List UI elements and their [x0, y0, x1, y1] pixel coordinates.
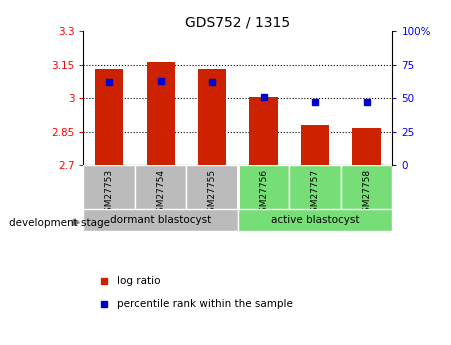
- Text: GSM27754: GSM27754: [156, 169, 165, 218]
- Text: active blastocyst: active blastocyst: [271, 215, 359, 225]
- Text: GSM27758: GSM27758: [362, 169, 371, 218]
- Bar: [147, 62, 175, 165]
- Text: GSM27757: GSM27757: [311, 169, 320, 218]
- Bar: [186, 165, 238, 209]
- Text: percentile rank within the sample: percentile rank within the sample: [117, 299, 293, 308]
- Text: GSM27755: GSM27755: [207, 169, 216, 218]
- Bar: [341, 165, 392, 209]
- Bar: [238, 209, 392, 231]
- Title: GDS752 / 1315: GDS752 / 1315: [185, 16, 290, 30]
- Bar: [83, 209, 238, 231]
- Text: dormant blastocyst: dormant blastocyst: [110, 215, 212, 225]
- Text: log ratio: log ratio: [117, 276, 161, 286]
- Bar: [290, 165, 341, 209]
- Bar: [301, 125, 329, 165]
- Text: GSM27753: GSM27753: [105, 169, 114, 218]
- Text: development stage: development stage: [9, 218, 110, 227]
- Bar: [83, 165, 135, 209]
- Bar: [249, 97, 278, 165]
- Bar: [353, 128, 381, 165]
- Bar: [135, 165, 186, 209]
- Bar: [198, 69, 226, 165]
- Bar: [238, 165, 290, 209]
- Text: GSM27756: GSM27756: [259, 169, 268, 218]
- Bar: [95, 69, 123, 165]
